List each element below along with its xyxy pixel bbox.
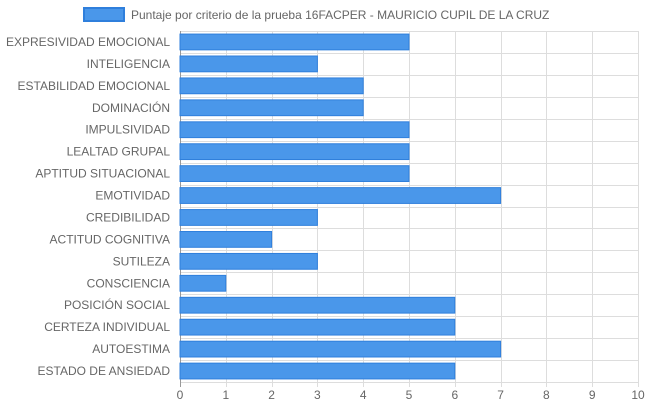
y-tick-label: ESTADO DE ANSIEDAD (38, 364, 171, 378)
x-tick-label: 2 (268, 388, 275, 402)
x-tick-label: 0 (177, 388, 184, 402)
bar[interactable] (179, 165, 410, 182)
y-tick-label: AUTOESTIMA (92, 342, 170, 356)
y-tick-label: EMOTIVIDAD (95, 189, 170, 203)
y-tick-label: CONSCIENCIA (87, 276, 170, 290)
y-tick-label: LEALTAD GRUPAL (67, 145, 171, 159)
y-tick-label: SUTILEZA (113, 254, 170, 268)
x-tick-label: 10 (631, 388, 645, 402)
x-tick-label: 5 (406, 388, 413, 402)
bars (179, 33, 502, 380)
y-tick-label: INTELIGENCIA (87, 57, 170, 71)
y-tick-label: ESTABILIDAD EMOCIONAL (18, 79, 171, 93)
legend-swatch (83, 7, 125, 22)
bar[interactable] (179, 99, 364, 117)
bar[interactable] (179, 340, 502, 358)
bar[interactable] (179, 55, 318, 73)
y-tick-label: POSICIÓN SOCIAL (64, 297, 170, 312)
x-axis-labels: 0 1 2 3 4 5 6 7 8 9 10 (177, 388, 645, 402)
x-tick-label: 7 (497, 388, 504, 402)
x-tick-label: 6 (451, 388, 458, 402)
legend[interactable]: Puntaje por criterio de la prueba 16FACP… (83, 7, 549, 22)
y-tick-label: IMPULSIVIDAD (85, 123, 170, 137)
bar[interactable] (179, 231, 273, 248)
x-tick-label: 3 (314, 388, 321, 402)
y-tick-label: DOMINACIÓN (92, 100, 170, 115)
bar[interactable] (179, 121, 410, 139)
y-tick-label: APTITUD SITUACIONAL (35, 167, 170, 181)
y-tick-label: CREDIBILIDAD (86, 210, 170, 224)
x-tick-label: 1 (222, 388, 229, 402)
x-tick-label: 8 (543, 388, 550, 402)
bar[interactable] (179, 143, 410, 161)
x-tick-label: 9 (589, 388, 596, 402)
bar[interactable] (179, 33, 410, 51)
y-axis-labels: EXPRESIVIDAD EMOCIONAL INTELIGENCIA ESTABI… (6, 35, 170, 378)
bar[interactable] (179, 252, 318, 270)
y-tick-label: CERTEZA INDIVIDUAL (44, 320, 170, 334)
legend-label: Puntaje por criterio de la prueba 16FACP… (131, 8, 549, 22)
y-tick-label: EXPRESIVIDAD EMOCIONAL (6, 35, 170, 49)
bar[interactable] (179, 77, 364, 95)
bar[interactable] (179, 318, 456, 336)
bar[interactable] (179, 296, 456, 314)
y-tick-label: ACTITUD COGNITIVA (50, 232, 170, 246)
bar[interactable] (179, 187, 502, 204)
bar[interactable] (179, 362, 456, 380)
x-tick-label: 4 (360, 388, 367, 402)
bar[interactable] (179, 274, 227, 292)
bar[interactable] (179, 209, 318, 226)
